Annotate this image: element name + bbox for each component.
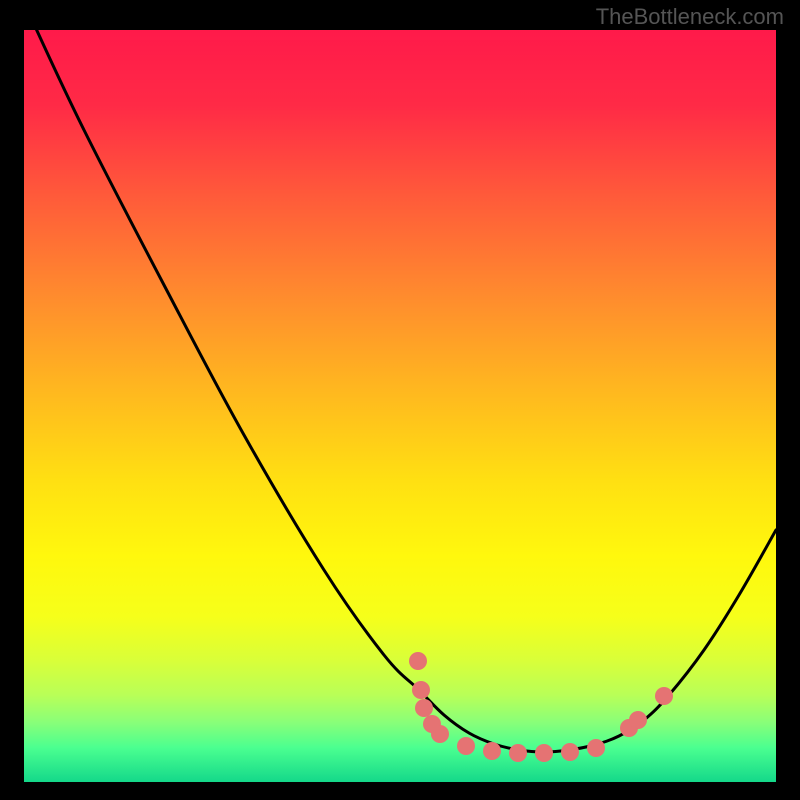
plot-svg <box>24 30 776 782</box>
data-marker <box>457 737 475 755</box>
data-marker <box>412 681 430 699</box>
data-marker <box>431 725 449 743</box>
gradient-background <box>24 30 776 782</box>
data-marker <box>509 744 527 762</box>
data-marker <box>655 687 673 705</box>
data-marker <box>535 744 553 762</box>
data-marker <box>587 739 605 757</box>
data-marker <box>415 699 433 717</box>
data-marker <box>483 742 501 760</box>
watermark-text: TheBottleneck.com <box>596 4 784 30</box>
data-marker <box>409 652 427 670</box>
chart-container: TheBottleneck.com <box>0 0 800 800</box>
data-marker <box>561 743 579 761</box>
data-marker <box>629 711 647 729</box>
